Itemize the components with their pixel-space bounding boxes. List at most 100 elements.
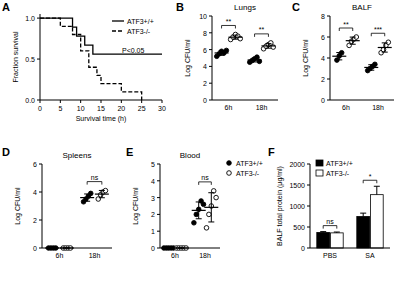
x-tick (121, 100, 122, 103)
figure: A0.00.51.0Fraction survival051015202530S… (0, 0, 400, 284)
bar (317, 232, 330, 248)
y-tick-label: 1.0 (25, 15, 35, 22)
error-cap (252, 61, 258, 62)
error-bar (374, 186, 380, 194)
x-tick-label: 20 (117, 105, 125, 112)
y-axis-label: Log CFU/ml (14, 187, 22, 225)
plot-area (214, 32, 275, 64)
y-tick-label: 4 (33, 189, 37, 196)
panel-label: C (292, 1, 300, 13)
legend-label: ATF3+/+ (127, 18, 154, 25)
bar (357, 217, 370, 249)
y-tick-label: 2 (151, 211, 155, 218)
y-tick (37, 59, 40, 60)
legend-label: ATF3-/- (127, 28, 151, 35)
significance-bracket (255, 34, 269, 37)
panel-label: E (126, 146, 133, 158)
significance-label: ns (326, 218, 334, 225)
chart-title: Spleens (63, 151, 92, 160)
x-tick (40, 100, 41, 103)
error-cap (350, 37, 356, 38)
y-tick-label: 0.5 (25, 56, 35, 63)
error-stem (198, 202, 199, 219)
y-tick (327, 79, 330, 80)
y-tick (209, 66, 212, 67)
survival-curve (40, 18, 162, 54)
x-tick-label: 30 (158, 105, 166, 112)
error-stem (363, 213, 364, 216)
data-point (207, 212, 212, 217)
x-tick-label: 5 (58, 105, 62, 112)
x-axis (212, 100, 278, 101)
x-axis (160, 248, 220, 249)
error-bar (99, 190, 105, 197)
error-bar (252, 58, 258, 62)
x-tick-label: SA (365, 252, 375, 259)
y-tick (157, 197, 160, 198)
y-tick-label: 10 (199, 13, 207, 20)
error-cap (208, 221, 214, 222)
chart-title: BALF (352, 3, 372, 12)
error-cap (368, 70, 374, 71)
error-stem (339, 53, 340, 60)
y-axis-label: Log CFU/ml (302, 39, 310, 77)
y-tick (209, 32, 212, 33)
y-tick-label: 0 (151, 245, 155, 252)
plot-area (332, 35, 391, 73)
y-tick (157, 231, 160, 232)
error-cap (99, 190, 105, 191)
y-tick-label: 4 (321, 55, 325, 62)
x-tick-label: 18h (256, 104, 268, 111)
x-tick-label: 18h (372, 104, 384, 111)
significance-label: ns (201, 174, 209, 181)
error-stem (384, 43, 385, 52)
legend-label: ATF3-/- (236, 170, 260, 177)
y-tick (327, 100, 330, 101)
y-tick (157, 164, 160, 165)
y-tick-label: 2 (203, 80, 207, 87)
y-tick (307, 206, 310, 207)
error-cap (368, 64, 374, 65)
x-tick-label: 0 (38, 105, 42, 112)
x-tick (162, 100, 163, 103)
y-tick (157, 248, 160, 249)
x-tick-label: 25 (138, 105, 146, 112)
significance-label: ** (226, 18, 232, 25)
legend-swatch (112, 20, 124, 21)
y-tick (327, 37, 330, 38)
y-tick (307, 227, 310, 228)
significance-bracket (323, 226, 337, 229)
error-cap (84, 201, 90, 202)
y-tick (157, 214, 160, 215)
error-stem (221, 51, 222, 56)
x-axis (330, 100, 394, 101)
plot-area (317, 186, 383, 248)
data-point (192, 221, 197, 226)
error-bar (84, 194, 90, 201)
error-stem (371, 65, 372, 70)
y-axis (42, 164, 43, 248)
significance-bracket (339, 28, 352, 31)
error-bar (360, 213, 366, 216)
error-bar (219, 51, 225, 56)
error-stem (87, 194, 88, 201)
x-tick (60, 100, 61, 103)
y-tick-label: 0 (301, 245, 305, 252)
y-axis (40, 14, 41, 100)
error-cap (374, 186, 380, 187)
x-tick-label: 6h (342, 104, 350, 111)
y-tick-label: 0 (203, 97, 207, 104)
y-tick-label: 4 (203, 63, 207, 70)
panel-label: B (176, 1, 184, 13)
y-axis-label: Log CFU/ml (184, 39, 192, 77)
y-tick-label: 1000 (289, 203, 305, 210)
x-tick (101, 100, 102, 103)
y-tick (307, 185, 310, 186)
x-tick-label: 18h (199, 252, 211, 259)
y-tick-label: 8 (321, 13, 325, 20)
error-stem (352, 37, 353, 44)
legend-label: ATF3+/+ (236, 160, 263, 167)
x-tick-label: PBS (323, 252, 337, 259)
data-point (214, 195, 219, 200)
error-cap (99, 197, 105, 198)
